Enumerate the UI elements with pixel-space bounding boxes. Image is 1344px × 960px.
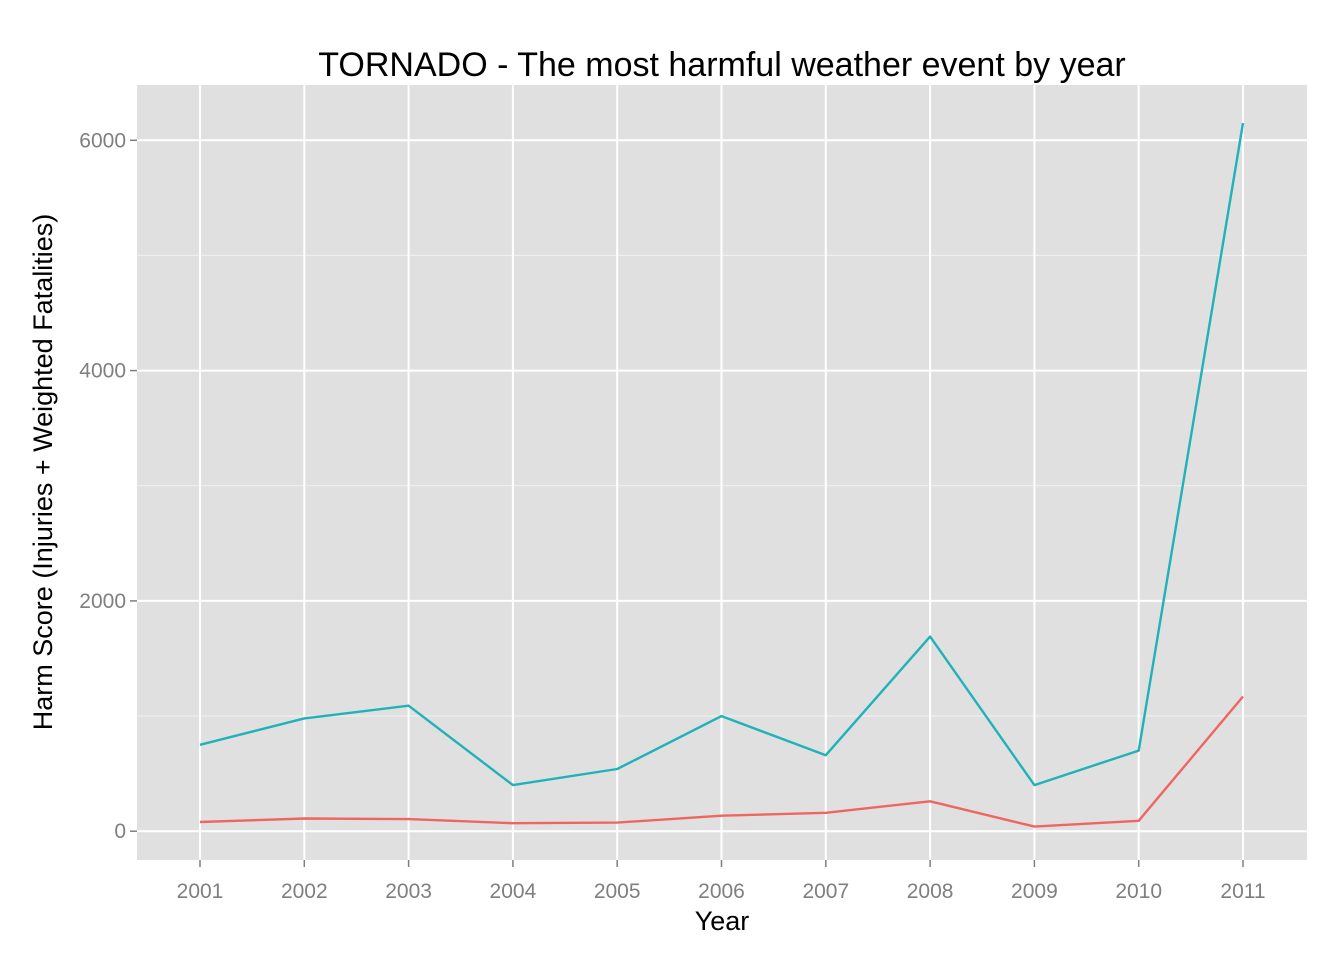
major-gridlines (137, 85, 1307, 860)
y-tick-label: 4000 (79, 360, 126, 383)
x-axis-title: Year (695, 906, 750, 936)
y-tick-labels: 0 2000 4000 6000 (79, 129, 126, 843)
x-tick-labels: 2001 2002 2003 2004 2005 2006 2007 2008 2009 2010… (177, 880, 1266, 903)
x-tick-label: 2010 (1115, 880, 1162, 903)
x-tick-label: 2003 (385, 880, 432, 903)
x-tick-label: 2005 (594, 880, 641, 903)
x-tick-label: 2006 (698, 880, 745, 903)
series-line-1 (199, 122, 1245, 787)
x-tick-label: 2008 (907, 880, 954, 903)
x-tick-label: 2009 (1011, 880, 1058, 903)
y-tick-label: 2000 (79, 590, 126, 613)
series-line-2 (199, 695, 1244, 828)
axis-ticks (130, 139, 1244, 867)
x-tick-label: 2007 (802, 880, 849, 903)
y-tick-label: 6000 (79, 129, 126, 152)
y-tick-label: 0 (114, 820, 126, 843)
x-tick-label: 2001 (177, 880, 224, 903)
x-tick-label: 2011 (1220, 880, 1265, 903)
x-tick-label: 2004 (490, 880, 537, 903)
x-tick-label: 2002 (281, 880, 328, 903)
y-axis-title: Harm Score (Injuries + Weighted Fataliti… (28, 214, 58, 730)
series-lines (199, 122, 1245, 828)
chart-title: TORNADO - The most harmful weather event… (318, 46, 1125, 84)
